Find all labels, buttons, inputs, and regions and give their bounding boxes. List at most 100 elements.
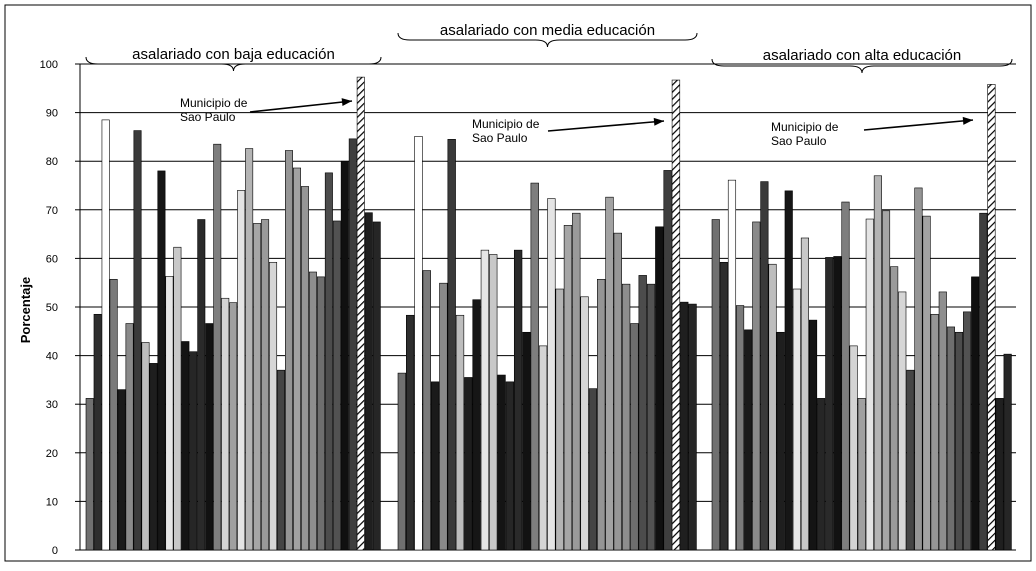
bar — [472, 299, 481, 551]
bar — [489, 254, 498, 551]
bars — [85, 76, 1012, 551]
y-axis-label: Porcentaje — [18, 277, 33, 343]
group-label: asalariado con baja educación — [132, 46, 335, 63]
bar — [497, 374, 506, 551]
bar — [447, 139, 456, 551]
bar — [157, 170, 166, 551]
bar — [237, 190, 246, 551]
bar — [963, 311, 972, 551]
annotation-arrow — [249, 100, 353, 113]
bar — [760, 181, 769, 551]
bar — [455, 314, 465, 551]
bar — [117, 389, 126, 551]
bar — [316, 276, 325, 551]
bar — [825, 257, 834, 551]
bar — [638, 275, 647, 551]
bar — [189, 351, 198, 551]
bar — [173, 246, 182, 551]
bar — [538, 345, 548, 551]
bar — [914, 187, 923, 551]
bar — [406, 314, 415, 551]
bar — [213, 143, 222, 551]
bar — [563, 225, 573, 551]
bar — [245, 148, 254, 551]
bar — [580, 296, 589, 551]
bar — [109, 278, 118, 551]
bar — [324, 172, 333, 551]
y-tick-label: 20 — [46, 448, 58, 460]
y-axis: 0 10 20 30 40 50 60 70 80 90 100 — [40, 59, 81, 557]
bar — [792, 288, 801, 551]
y-tick-label: 70 — [46, 205, 58, 217]
bar — [205, 323, 214, 551]
bar — [630, 323, 639, 551]
bar — [881, 210, 891, 551]
bar — [480, 249, 490, 551]
group-label: asalariado con alta educación — [763, 47, 961, 64]
bar — [229, 302, 238, 551]
annotation-text: Sao Paulo — [771, 134, 827, 148]
annotation-arrowhead — [341, 98, 352, 106]
annotation-text: Municipio de — [180, 96, 248, 110]
annotation-arrow — [863, 119, 974, 131]
bar-municipio-sao-paulo — [356, 76, 365, 551]
bar — [890, 266, 899, 551]
bar — [340, 160, 349, 551]
bar — [308, 271, 317, 551]
bar — [522, 331, 531, 551]
bar — [663, 170, 672, 551]
bar — [752, 221, 761, 551]
bar — [954, 331, 964, 551]
bar — [422, 270, 431, 551]
bar — [744, 329, 753, 551]
bar — [784, 190, 793, 551]
annotation-text: Municipio de — [771, 120, 839, 134]
y-tick-label: 60 — [46, 253, 58, 265]
bar — [833, 256, 842, 551]
bar — [555, 288, 564, 551]
bar — [922, 215, 931, 551]
bar — [857, 398, 866, 551]
bar — [898, 291, 907, 551]
bar — [597, 278, 606, 551]
bar — [719, 261, 728, 551]
bar — [348, 138, 357, 551]
bar — [655, 226, 664, 551]
annotation-arrowhead — [962, 116, 973, 125]
group-brace — [711, 58, 1013, 74]
bar — [530, 182, 539, 551]
bar-municipio-sao-paulo — [671, 79, 681, 551]
bar — [513, 249, 523, 551]
bar — [364, 212, 373, 551]
bar — [605, 196, 614, 551]
annotation-arrow — [547, 120, 665, 132]
bar — [300, 186, 309, 551]
bar — [768, 263, 777, 551]
bar — [588, 388, 598, 551]
bar — [613, 232, 622, 551]
bar — [808, 319, 818, 551]
bar — [332, 220, 341, 551]
bar — [181, 341, 190, 551]
annotation-text: Sao Paulo — [180, 110, 236, 124]
group-label: asalariado con media educación — [440, 22, 655, 39]
bar — [736, 305, 745, 551]
bar — [849, 345, 858, 551]
bar — [776, 331, 785, 551]
bar — [680, 301, 689, 551]
bar — [817, 398, 826, 551]
bar — [621, 283, 631, 551]
bar — [938, 291, 947, 551]
bar — [505, 381, 514, 551]
bar — [930, 313, 939, 551]
y-tick-label: 90 — [46, 108, 58, 120]
bar — [711, 219, 720, 551]
bar — [277, 369, 286, 551]
y-tick-label: 30 — [46, 399, 58, 411]
bar — [372, 221, 381, 551]
bar — [865, 218, 874, 551]
bar — [979, 212, 988, 551]
y-tick-label: 10 — [46, 496, 58, 508]
bar — [397, 372, 407, 551]
